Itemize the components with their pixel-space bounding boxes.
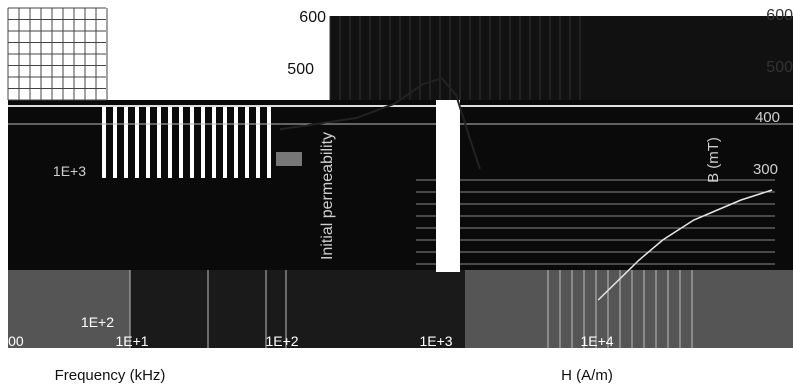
- y-tick-bh-300: 300: [753, 161, 778, 178]
- grid-bar: [267, 106, 271, 178]
- tick-labels: 600 500 600 500 400 300 1E+3 1E+2 100 1E…: [0, 7, 793, 384]
- grid-top-right: [329, 16, 581, 100]
- y-tick-bh-400: 400: [755, 109, 780, 126]
- grid-bar: [113, 106, 117, 178]
- grid-top-left: [7, 7, 108, 101]
- y-axis-label-permeability: Initial permeability: [319, 132, 336, 260]
- grid-middle: [8, 105, 793, 265]
- grid-bar: [190, 106, 194, 178]
- y-tick-freq-1e2: 1E+2: [81, 314, 114, 330]
- x-tick-freq-1e1: 1E+1: [115, 333, 148, 349]
- x-tick-freq-1e2: 1E+2: [265, 333, 298, 349]
- grid-bar: [168, 106, 172, 178]
- grid-bar: [201, 106, 205, 178]
- grid-bottom: [129, 270, 693, 348]
- x-tick-h-1e4: 1E+4: [580, 333, 613, 349]
- x-tick-freq-100: 100: [0, 333, 24, 349]
- grid-bar: [223, 106, 227, 178]
- series-layer: [279, 77, 773, 301]
- grid-bar: [146, 106, 150, 178]
- y-tick-freq-1e3: 1E+3: [53, 163, 86, 179]
- x-axis-label-frequency: Frequency (kHz): [55, 367, 166, 384]
- x-axis-label-h: H (A/m): [561, 367, 613, 384]
- y-tick-temp-600: 600: [299, 9, 326, 26]
- series-line-bh: [597, 189, 773, 301]
- grid-bar: [212, 106, 216, 178]
- grid-bar: [234, 106, 238, 178]
- series-line-temperature: [279, 77, 481, 170]
- grid-bar: [124, 106, 128, 178]
- grid-bar: [245, 106, 249, 178]
- chart-grid: [7, 7, 793, 348]
- white-band: [436, 100, 460, 272]
- grid-bar: [102, 106, 106, 178]
- grid-bar: [256, 106, 260, 178]
- grid-bar: [179, 106, 183, 178]
- x-tick-freq-1e3: 1E+3: [419, 333, 452, 349]
- y-tick-bh-600: 600: [766, 7, 793, 24]
- y-tick-temp-500: 500: [287, 61, 314, 78]
- y-tick-bh-500: 500: [766, 59, 793, 76]
- grid-bar: [157, 106, 161, 178]
- grid-bar: [135, 106, 139, 178]
- y-axis-label-bh: B (mT): [705, 137, 722, 183]
